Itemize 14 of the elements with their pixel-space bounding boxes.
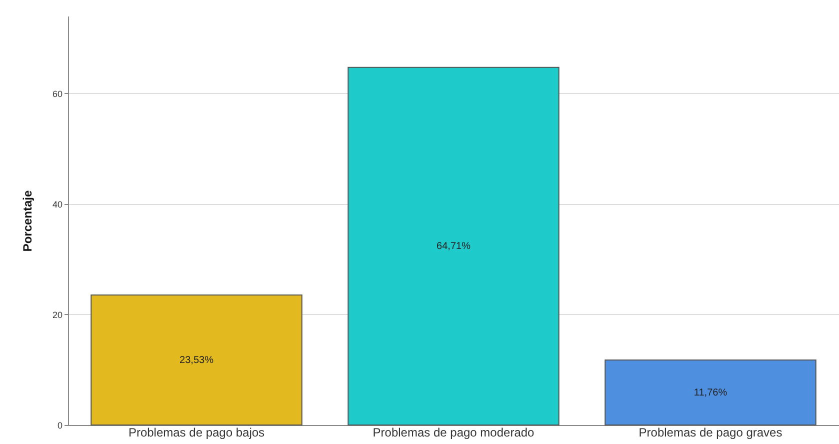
data-label: 64,71% (436, 241, 471, 252)
y-tick-label: 0 (57, 420, 62, 430)
x-tick-label: Problemas de pago bajos (128, 426, 265, 440)
bar (604, 360, 816, 426)
y-axis-title: Porcentaje (20, 190, 34, 252)
y-tick-label: 40 (52, 199, 62, 210)
x-tick-label: Problemas de pago graves (638, 426, 782, 440)
bar (90, 294, 302, 426)
bar (348, 66, 560, 426)
y-tick-label: 20 (52, 310, 62, 320)
x-tick-label: Problemas de pago moderado (372, 426, 535, 440)
data-label: 23,53% (180, 354, 214, 366)
y-tick-label: 60 (52, 88, 62, 99)
data-label: 11,76% (694, 388, 728, 398)
